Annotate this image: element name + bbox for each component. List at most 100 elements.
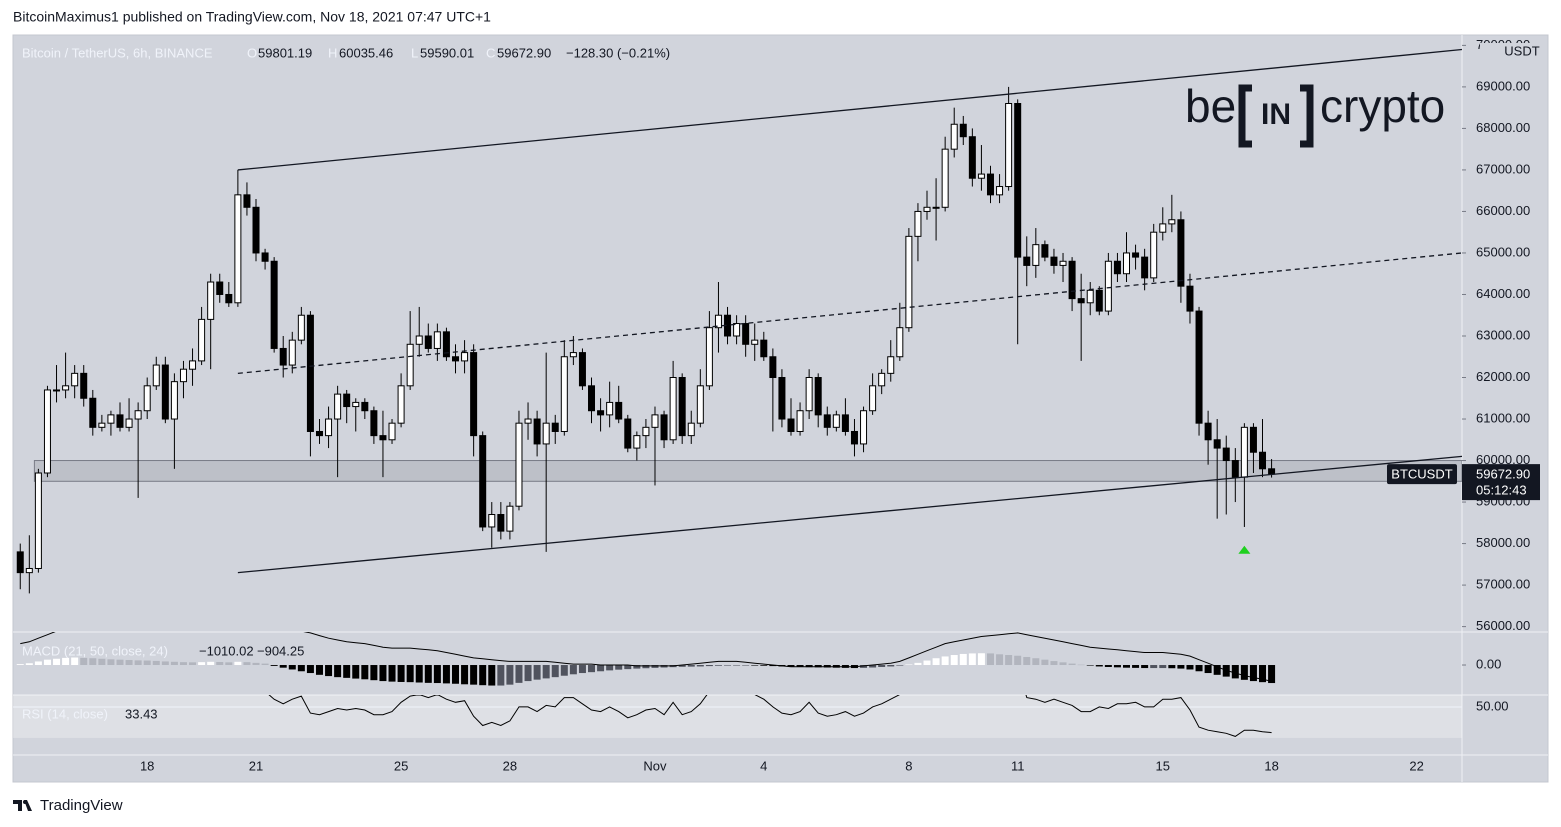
macd-bar bbox=[198, 662, 206, 666]
x-tick-label: Nov bbox=[643, 758, 667, 773]
macd-bar bbox=[751, 665, 759, 666]
watermark-bracket bbox=[1238, 84, 1314, 148]
macd-bar bbox=[1086, 665, 1094, 666]
macd-bar bbox=[678, 665, 686, 667]
legend-value: 59801.19 bbox=[258, 45, 312, 60]
macd-bar bbox=[470, 665, 478, 685]
macd-bar bbox=[996, 654, 1004, 666]
macd-bar bbox=[80, 657, 88, 666]
candle-body bbox=[1141, 256, 1149, 279]
candle-body bbox=[887, 356, 895, 374]
candle-body bbox=[524, 418, 532, 424]
macd-bar bbox=[733, 665, 741, 666]
legend-key: O bbox=[247, 45, 257, 60]
candle-body bbox=[225, 293, 233, 304]
macd-bar bbox=[43, 659, 51, 666]
macd-bar bbox=[578, 665, 586, 674]
candle-body bbox=[152, 364, 160, 387]
macd-bar bbox=[1141, 665, 1149, 669]
macd-bar bbox=[959, 653, 967, 666]
candle-body bbox=[207, 281, 215, 320]
macd-bar bbox=[796, 665, 804, 667]
candle-body bbox=[1023, 256, 1031, 266]
y-tick-label: 66000.00 bbox=[1476, 203, 1530, 218]
candle-body bbox=[1014, 103, 1022, 258]
macd-bar bbox=[1059, 662, 1067, 666]
y-tick-label: 58000.00 bbox=[1476, 535, 1530, 550]
candle-body bbox=[588, 385, 596, 412]
macd-bar bbox=[1113, 665, 1121, 668]
candle-body bbox=[705, 327, 713, 387]
candle-body bbox=[714, 314, 722, 329]
candle-body bbox=[261, 252, 269, 262]
macd-bar bbox=[823, 665, 831, 668]
y-tick-label: 50.00 bbox=[1476, 698, 1509, 713]
macd-bar bbox=[116, 659, 124, 666]
macd-bar bbox=[968, 653, 976, 666]
candle-body bbox=[542, 422, 550, 445]
macd-bar bbox=[461, 665, 469, 685]
candle-body bbox=[406, 343, 414, 387]
price-tag-symbol: BTCUSDT bbox=[1391, 467, 1452, 482]
macd-bar bbox=[315, 665, 323, 675]
legend-key: H bbox=[328, 45, 337, 60]
candle-body bbox=[977, 173, 985, 179]
macd-bar bbox=[1014, 655, 1022, 666]
macd-bar bbox=[1213, 665, 1221, 675]
macd-bar bbox=[306, 665, 314, 674]
candle-body bbox=[98, 422, 106, 428]
x-tick-label: 15 bbox=[1156, 758, 1170, 773]
candle-body bbox=[615, 401, 623, 420]
price-tag-box bbox=[1462, 464, 1540, 501]
macd-bar bbox=[161, 661, 169, 666]
macd-bar bbox=[297, 665, 305, 672]
candle-body bbox=[950, 123, 958, 150]
candle-body bbox=[116, 414, 124, 428]
candle-body bbox=[433, 331, 441, 349]
candle-body bbox=[161, 364, 169, 420]
legend-key: L bbox=[411, 45, 418, 60]
candle-body bbox=[733, 323, 741, 337]
macd-bar bbox=[606, 665, 614, 671]
watermark: be IN crypto bbox=[1185, 80, 1445, 148]
candle-body bbox=[270, 260, 278, 349]
candle-body bbox=[1113, 260, 1121, 275]
macd-bar bbox=[769, 665, 777, 667]
macd-bar bbox=[34, 661, 42, 666]
legend-value: 59590.01 bbox=[420, 45, 474, 60]
legend: Bitcoin / TetherUS, 6h, BINANCE O 59801.… bbox=[22, 45, 670, 721]
candle-body bbox=[388, 422, 396, 441]
macd-label: MACD (21, 50, close, 24) bbox=[22, 643, 168, 658]
macd-bar bbox=[53, 658, 61, 666]
candle-body bbox=[170, 381, 178, 420]
candle-body bbox=[841, 414, 849, 432]
macd-bar bbox=[225, 662, 233, 666]
macd-value: −904.25 bbox=[257, 643, 304, 658]
candle-body bbox=[1222, 447, 1230, 462]
macd-bar bbox=[107, 659, 115, 666]
candle-body bbox=[134, 410, 142, 420]
candle-body bbox=[1059, 260, 1067, 266]
macd-bar bbox=[714, 665, 722, 666]
macd-bar bbox=[170, 661, 178, 666]
candle-body bbox=[325, 418, 333, 437]
y-tick-label: 56000.00 bbox=[1476, 618, 1530, 633]
candle-body bbox=[1213, 439, 1221, 449]
y-tick-label: 68000.00 bbox=[1476, 120, 1530, 135]
currency-label: USDT bbox=[1504, 43, 1539, 58]
candle-body bbox=[1268, 468, 1276, 475]
candle-body bbox=[1159, 223, 1167, 233]
macd-bar bbox=[1195, 665, 1203, 672]
macd-bar bbox=[497, 665, 505, 686]
candle-body bbox=[1068, 260, 1076, 300]
macd-line bbox=[20, 632, 1272, 682]
candle-body bbox=[832, 414, 840, 428]
publisher-note: BitcoinMaximus1 published on TradingView… bbox=[13, 9, 491, 25]
macd-bar bbox=[615, 665, 623, 670]
candle-body bbox=[1204, 422, 1212, 441]
macd-bar bbox=[1032, 658, 1040, 666]
macd-bar bbox=[279, 665, 287, 668]
brand-logo bbox=[23, 800, 27, 804]
macd-bar bbox=[388, 665, 396, 682]
candle-body bbox=[252, 206, 260, 254]
